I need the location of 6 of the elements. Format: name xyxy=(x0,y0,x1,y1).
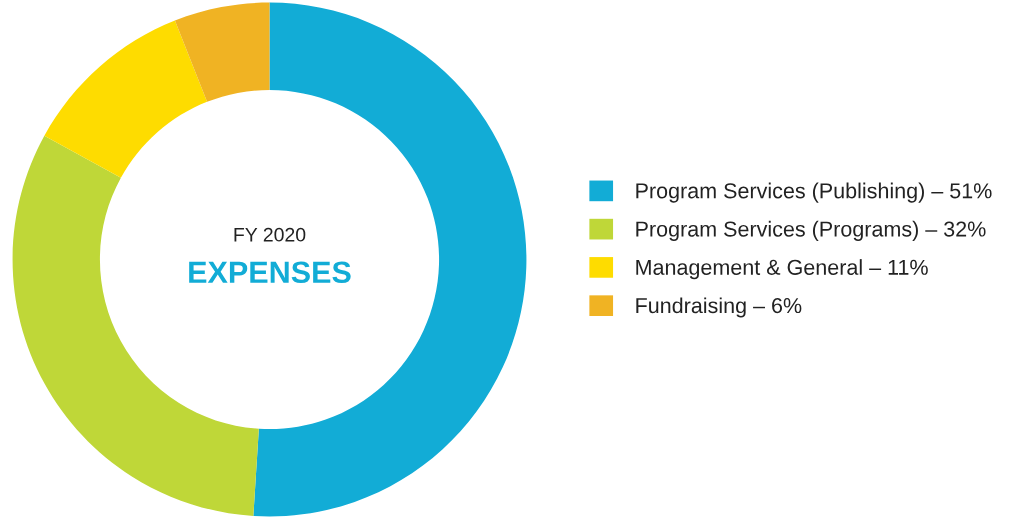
legend-label: Program Services (Programs) – 32% xyxy=(636,220,986,241)
legend-label: Fundraising – 6% xyxy=(636,297,802,318)
text: FY 2020 xyxy=(234,227,306,242)
legend-label: Program Services (Publishing) – 51% xyxy=(636,182,992,203)
legend-label: Management & General – 11% xyxy=(636,259,928,280)
text: EXPENSES xyxy=(189,261,351,284)
